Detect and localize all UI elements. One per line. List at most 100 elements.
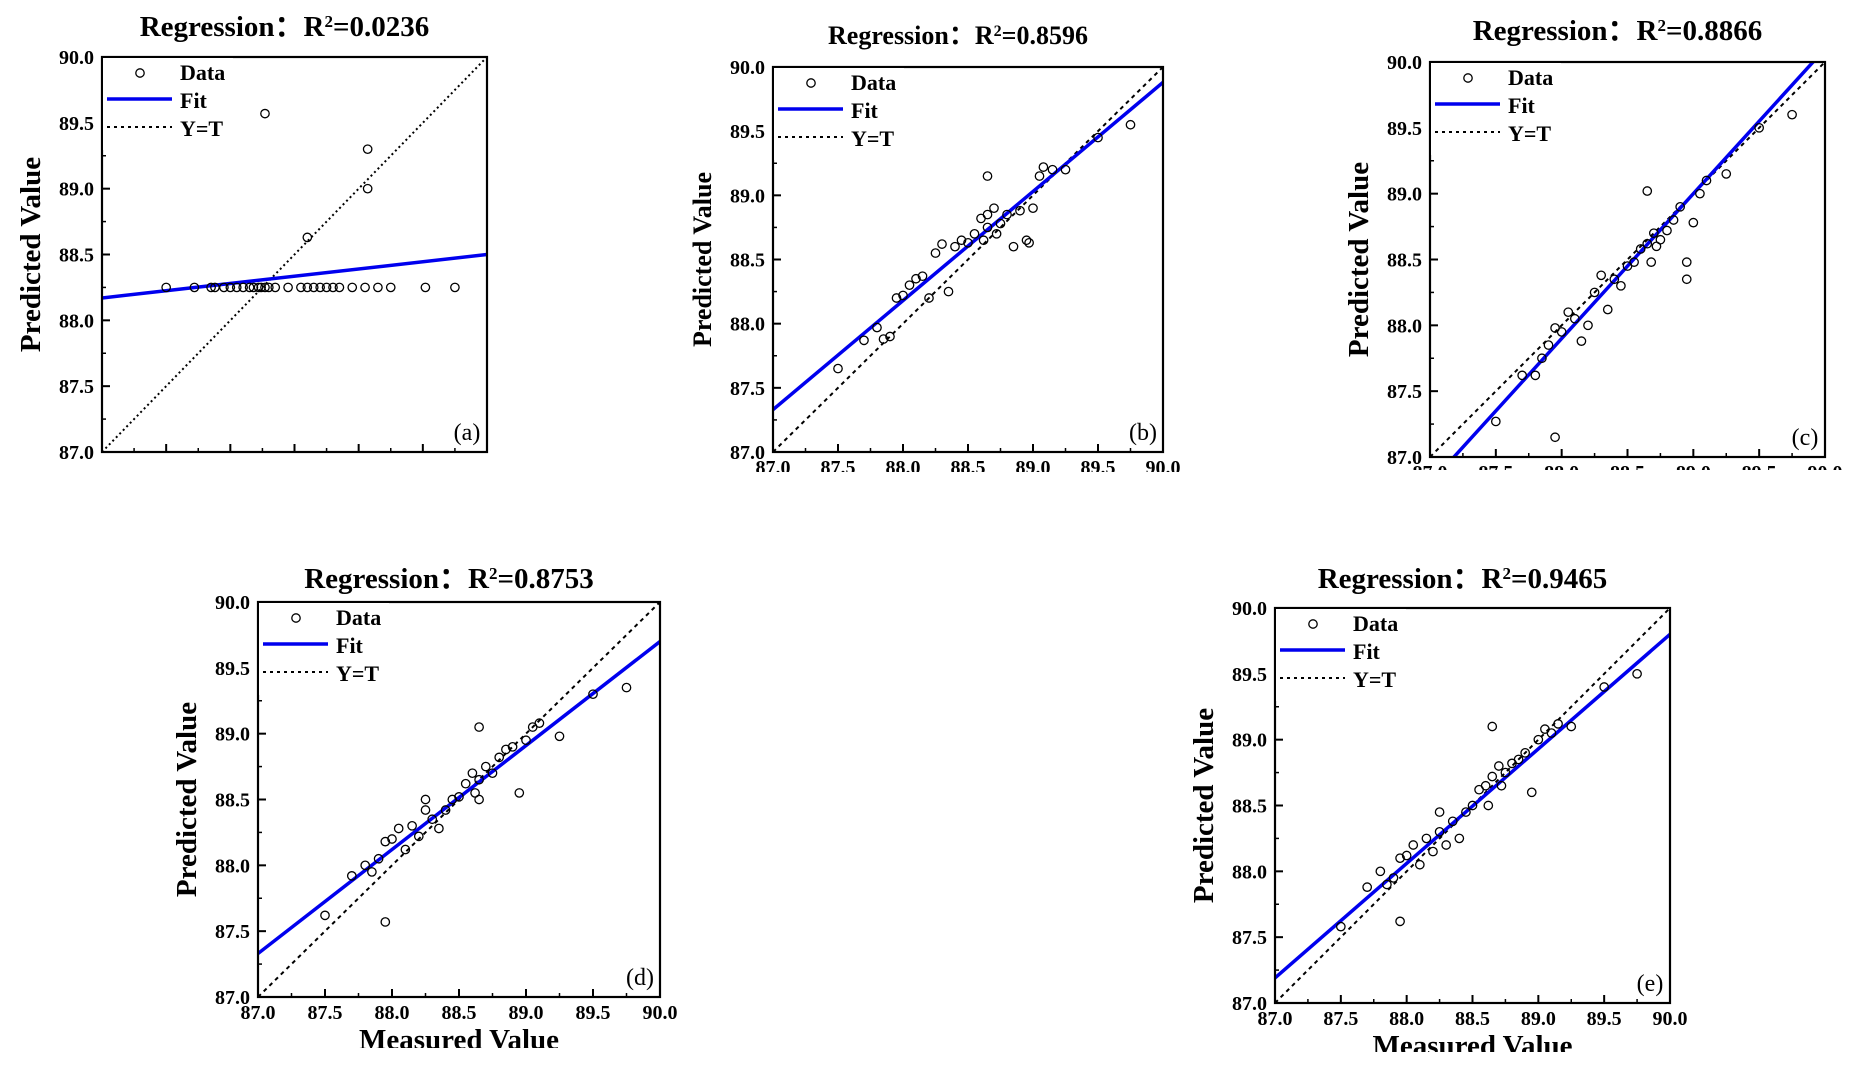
- x-tick-label: 88.0: [1544, 462, 1579, 470]
- legend-label: Fit: [336, 633, 364, 658]
- data-point: [1688, 217, 1699, 228]
- y-tick-label: 89.5: [1387, 118, 1422, 140]
- x-tick-label: 89.0: [1016, 457, 1051, 472]
- data-point: [1520, 747, 1531, 758]
- data-point: [1395, 916, 1405, 927]
- y-tick-label: 90.0: [215, 592, 250, 614]
- data-point: [367, 867, 377, 877]
- x-tick-label: 89.0: [341, 457, 376, 460]
- x-tick-label: 89.5: [576, 1002, 611, 1024]
- data-point: [1414, 859, 1425, 870]
- y-tick-label: 89.0: [59, 179, 94, 201]
- x-tick-label: 90.0: [470, 457, 505, 460]
- data-point: [302, 282, 313, 293]
- legend-label: Data: [1353, 611, 1398, 636]
- legend-label: Y=T: [1353, 667, 1396, 692]
- data-point: [393, 823, 404, 834]
- data-point: [982, 171, 993, 181]
- data-point: [385, 282, 396, 293]
- legend-label: Fit: [1508, 93, 1536, 118]
- data-point: [434, 823, 444, 834]
- data-point: [373, 853, 384, 864]
- panel-label: (d): [626, 965, 654, 991]
- data-point: [1028, 203, 1038, 214]
- data-point: [911, 273, 921, 284]
- y-tick-label: 87.5: [730, 378, 765, 400]
- data-point: [1589, 287, 1600, 298]
- data-point: [872, 322, 882, 333]
- data-point: [248, 282, 259, 293]
- data-point: [1629, 257, 1639, 267]
- chart-panel-c: Regression：R2=0.8866 87.087.0 87.5 87.5 88.0…: [1343, 15, 1843, 470]
- data-point: [474, 722, 484, 732]
- data-point: [943, 286, 954, 297]
- y-equals-t-line: [102, 57, 487, 452]
- data-point: [362, 183, 373, 194]
- data-point: [1034, 171, 1045, 181]
- x-tick-label: 88.5: [951, 457, 986, 472]
- data-point: [891, 293, 902, 303]
- data-point: [956, 235, 967, 246]
- fit-line: [258, 640, 660, 955]
- data-point: [334, 282, 345, 293]
- r2-label: R: [1637, 15, 1659, 47]
- panel-label: (c): [1792, 425, 1819, 451]
- r2-value: =0.8866: [1666, 15, 1762, 47]
- data-point: [898, 290, 908, 301]
- panel-label: (b): [1129, 420, 1157, 446]
- legend-box: [259, 603, 389, 695]
- data-point: [507, 741, 518, 752]
- y-tick-label: 88.5: [1232, 796, 1267, 818]
- data-point: [346, 871, 357, 881]
- data-point: [270, 282, 281, 293]
- y-tick-label: 88.0: [1232, 861, 1267, 883]
- y-axis-label: Predicted Value: [688, 172, 717, 347]
- chart-title: Regression：R2=0.9465: [1318, 563, 1608, 595]
- data-point: [1646, 257, 1657, 267]
- data-point: [387, 834, 397, 844]
- data-point: [588, 689, 598, 700]
- y-tick-label: 90.0: [730, 57, 765, 79]
- x-tick-label: 88.5: [277, 457, 312, 460]
- data-point: [1002, 209, 1012, 220]
- legend-label: Y=T: [336, 661, 379, 686]
- data-point: [283, 282, 293, 293]
- data-point: [308, 282, 319, 293]
- x-tick-label: 88.0: [213, 457, 248, 460]
- data-point: [621, 682, 632, 693]
- data-point: [1434, 807, 1445, 817]
- chart-title: Regression：R2=0.8596: [828, 21, 1088, 50]
- data-point: [1635, 244, 1646, 254]
- data-point: [1395, 853, 1405, 864]
- data-point: [1008, 241, 1019, 252]
- x-tick-label: 88.0: [1389, 1008, 1424, 1030]
- data-point: [1441, 840, 1452, 850]
- data-point: [231, 282, 242, 293]
- data-point: [1038, 162, 1049, 172]
- data-point: [1546, 728, 1557, 738]
- data-point: [1543, 340, 1554, 350]
- data-point: [480, 761, 491, 772]
- data-point: [189, 282, 200, 293]
- data-point: [1421, 833, 1432, 844]
- data-point: [995, 218, 1006, 229]
- data-point: [360, 860, 371, 871]
- data-point: [978, 235, 989, 246]
- y-tick-label: 87.0: [1387, 447, 1422, 469]
- x-tick-label: 88.0: [375, 1002, 410, 1024]
- data-point: [963, 237, 973, 248]
- data-point: [1550, 432, 1560, 443]
- data-point: [1461, 807, 1471, 817]
- data-point: [1428, 846, 1438, 857]
- data-point: [1721, 169, 1732, 179]
- y-tick-label: 88.5: [59, 245, 94, 267]
- data-point: [407, 820, 417, 831]
- chart-panel-b: Regression：R2=0.8596 87.087.0 87.5 87.5 88.0…: [688, 21, 1181, 472]
- chart-title: Regression：R2=0.0236: [140, 11, 430, 43]
- data-point: [1517, 370, 1528, 381]
- r2-value: =0.8753: [497, 563, 593, 595]
- data-point: [1434, 826, 1445, 837]
- y-tick-label: 89.5: [730, 121, 765, 143]
- data-point: [1467, 800, 1478, 811]
- data-point: [238, 282, 249, 293]
